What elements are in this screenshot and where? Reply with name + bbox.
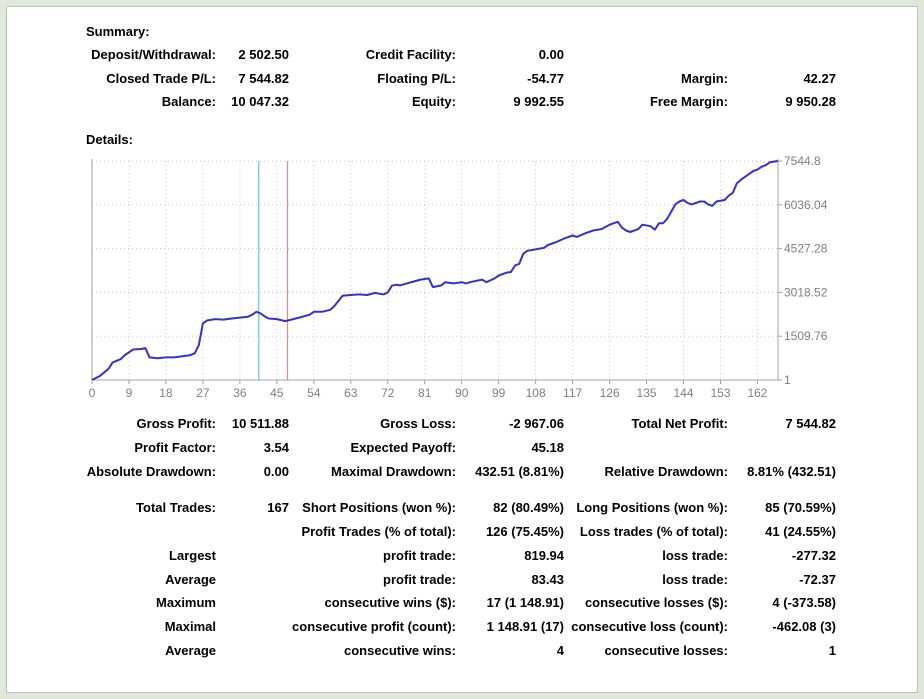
- field-value: -54.77: [527, 71, 564, 86]
- field-label: consecutive wins:: [344, 643, 456, 658]
- field-value: 4: [556, 643, 564, 658]
- details-heading: Details:: [86, 132, 133, 147]
- x-tick-label: 135: [637, 386, 657, 400]
- field-label: Expected Payoff:: [350, 440, 456, 455]
- field-label: Long Positions (won %):: [576, 500, 728, 515]
- x-tick-label: 9: [126, 386, 133, 400]
- field-label: profit trade:: [383, 572, 456, 587]
- field-value: 3.54: [263, 440, 289, 455]
- field-label: loss trade:: [662, 572, 728, 587]
- field-label: Average: [165, 643, 216, 658]
- x-tick-label: 153: [710, 386, 730, 400]
- x-tick-label: 108: [526, 386, 546, 400]
- field-label: consecutive losses ($):: [584, 595, 728, 610]
- field-label: consecutive losses:: [604, 643, 728, 658]
- field-label: Credit Facility:: [365, 47, 456, 62]
- field-label: consecutive loss (count):: [571, 619, 728, 634]
- field-label: Gross Profit:: [136, 416, 216, 431]
- x-tick-label: 72: [381, 386, 395, 400]
- x-tick-label: 45: [270, 386, 284, 400]
- x-tick-label: 36: [233, 386, 247, 400]
- field-label: Balance:: [161, 94, 216, 109]
- x-tick-label: 63: [344, 386, 358, 400]
- x-tick-label: 81: [418, 386, 432, 400]
- field-value: 1: [828, 643, 836, 658]
- field-value: 819.94: [524, 548, 564, 563]
- field-label: Profit Trades (% of total):: [301, 524, 456, 539]
- field-label: Total Trades:: [136, 500, 216, 515]
- field-value: 85 (70.59%): [765, 500, 836, 515]
- field-value: 1 148.91 (17): [486, 619, 564, 634]
- field-label: Maximal Drawdown:: [331, 464, 456, 479]
- x-tick-label: 117: [563, 386, 582, 400]
- field-value: 167: [267, 500, 289, 515]
- field-label: Largest: [169, 548, 216, 563]
- x-tick-label: 126: [600, 386, 620, 400]
- field-value: 7 544.82: [785, 416, 836, 431]
- field-value: 2 502.50: [238, 47, 289, 62]
- field-value: 10 511.88: [231, 416, 289, 431]
- field-value: -277.32: [791, 548, 836, 563]
- field-label: consecutive wins ($):: [324, 595, 456, 610]
- field-label: Short Positions (won %):: [302, 500, 456, 515]
- x-tick-label: 18: [159, 386, 173, 400]
- field-label: Free Margin:: [649, 94, 728, 109]
- summary-heading: Summary:: [86, 24, 150, 39]
- field-label: Gross Loss:: [380, 416, 456, 431]
- y-tick-label: 7544.8: [784, 154, 821, 168]
- field-value: 8.81% (432.51): [747, 464, 836, 479]
- field-value: 9 992.55: [513, 94, 564, 109]
- field-value: 432.51 (8.81%): [475, 464, 564, 479]
- field-value: 17 (1 148.91): [486, 595, 564, 610]
- y-tick-label: 1509.76: [784, 329, 828, 343]
- field-value: 9 950.28: [785, 94, 836, 109]
- x-tick-label: 0: [89, 386, 96, 400]
- balance-line: [91, 160, 779, 381]
- x-tick-label: 144: [674, 386, 694, 400]
- field-label: Equity:: [411, 94, 456, 109]
- y-tick-label: 3018.52: [784, 285, 828, 299]
- y-tick-label: 6036.04: [784, 198, 828, 212]
- field-value: 0.00: [538, 47, 564, 62]
- field-label: Total Net Profit:: [631, 416, 728, 431]
- field-label: profit trade:: [383, 548, 456, 563]
- x-tick-label: 27: [196, 386, 210, 400]
- x-tick-label: 162: [747, 386, 767, 400]
- field-value: 83.43: [531, 572, 564, 587]
- field-value: -462.08 (3): [772, 619, 836, 634]
- field-value: 42.27: [803, 71, 836, 86]
- field-label: Relative Drawdown:: [604, 464, 728, 479]
- y-tick-label: 4527.28: [784, 242, 828, 256]
- field-label: Closed Trade P/L:: [106, 71, 216, 86]
- field-value: 4 (-373.58): [772, 595, 836, 610]
- field-label: Average: [165, 572, 216, 587]
- field-label: Maximum: [156, 595, 216, 610]
- field-value: 126 (75.45%): [485, 524, 564, 539]
- field-label: Profit Factor:: [134, 440, 216, 455]
- field-value: 41 (24.55%): [765, 524, 836, 539]
- field-label: Absolute Drawdown:: [86, 464, 216, 479]
- field-value: 82 (80.49%): [493, 500, 564, 515]
- field-value: -2 967.06: [509, 416, 564, 431]
- field-value: 10 047.32: [231, 94, 289, 109]
- field-label: Loss trades (% of total):: [579, 524, 728, 539]
- x-tick-label: 90: [455, 386, 469, 400]
- x-tick-label: 99: [492, 386, 506, 400]
- balance-chart: 0 9 18 27 36 45 54 63 72 81 90 99 108 117 126 135 144 153…: [89, 154, 828, 400]
- field-value: -72.37: [799, 572, 836, 587]
- field-label: Margin:: [681, 71, 728, 86]
- field-value: 0.00: [263, 464, 289, 479]
- x-tick-label: 54: [307, 386, 321, 400]
- field-label: Deposit/Withdrawal:: [91, 47, 216, 62]
- y-tick-label: 1: [784, 373, 791, 387]
- field-label: loss trade:: [662, 548, 728, 563]
- field-label: Floating P/L:: [377, 71, 456, 86]
- field-label: consecutive profit (count):: [292, 619, 456, 634]
- field-value: 7 544.82: [238, 71, 289, 86]
- field-value: 45.18: [531, 440, 564, 455]
- field-label: Maximal: [164, 619, 216, 634]
